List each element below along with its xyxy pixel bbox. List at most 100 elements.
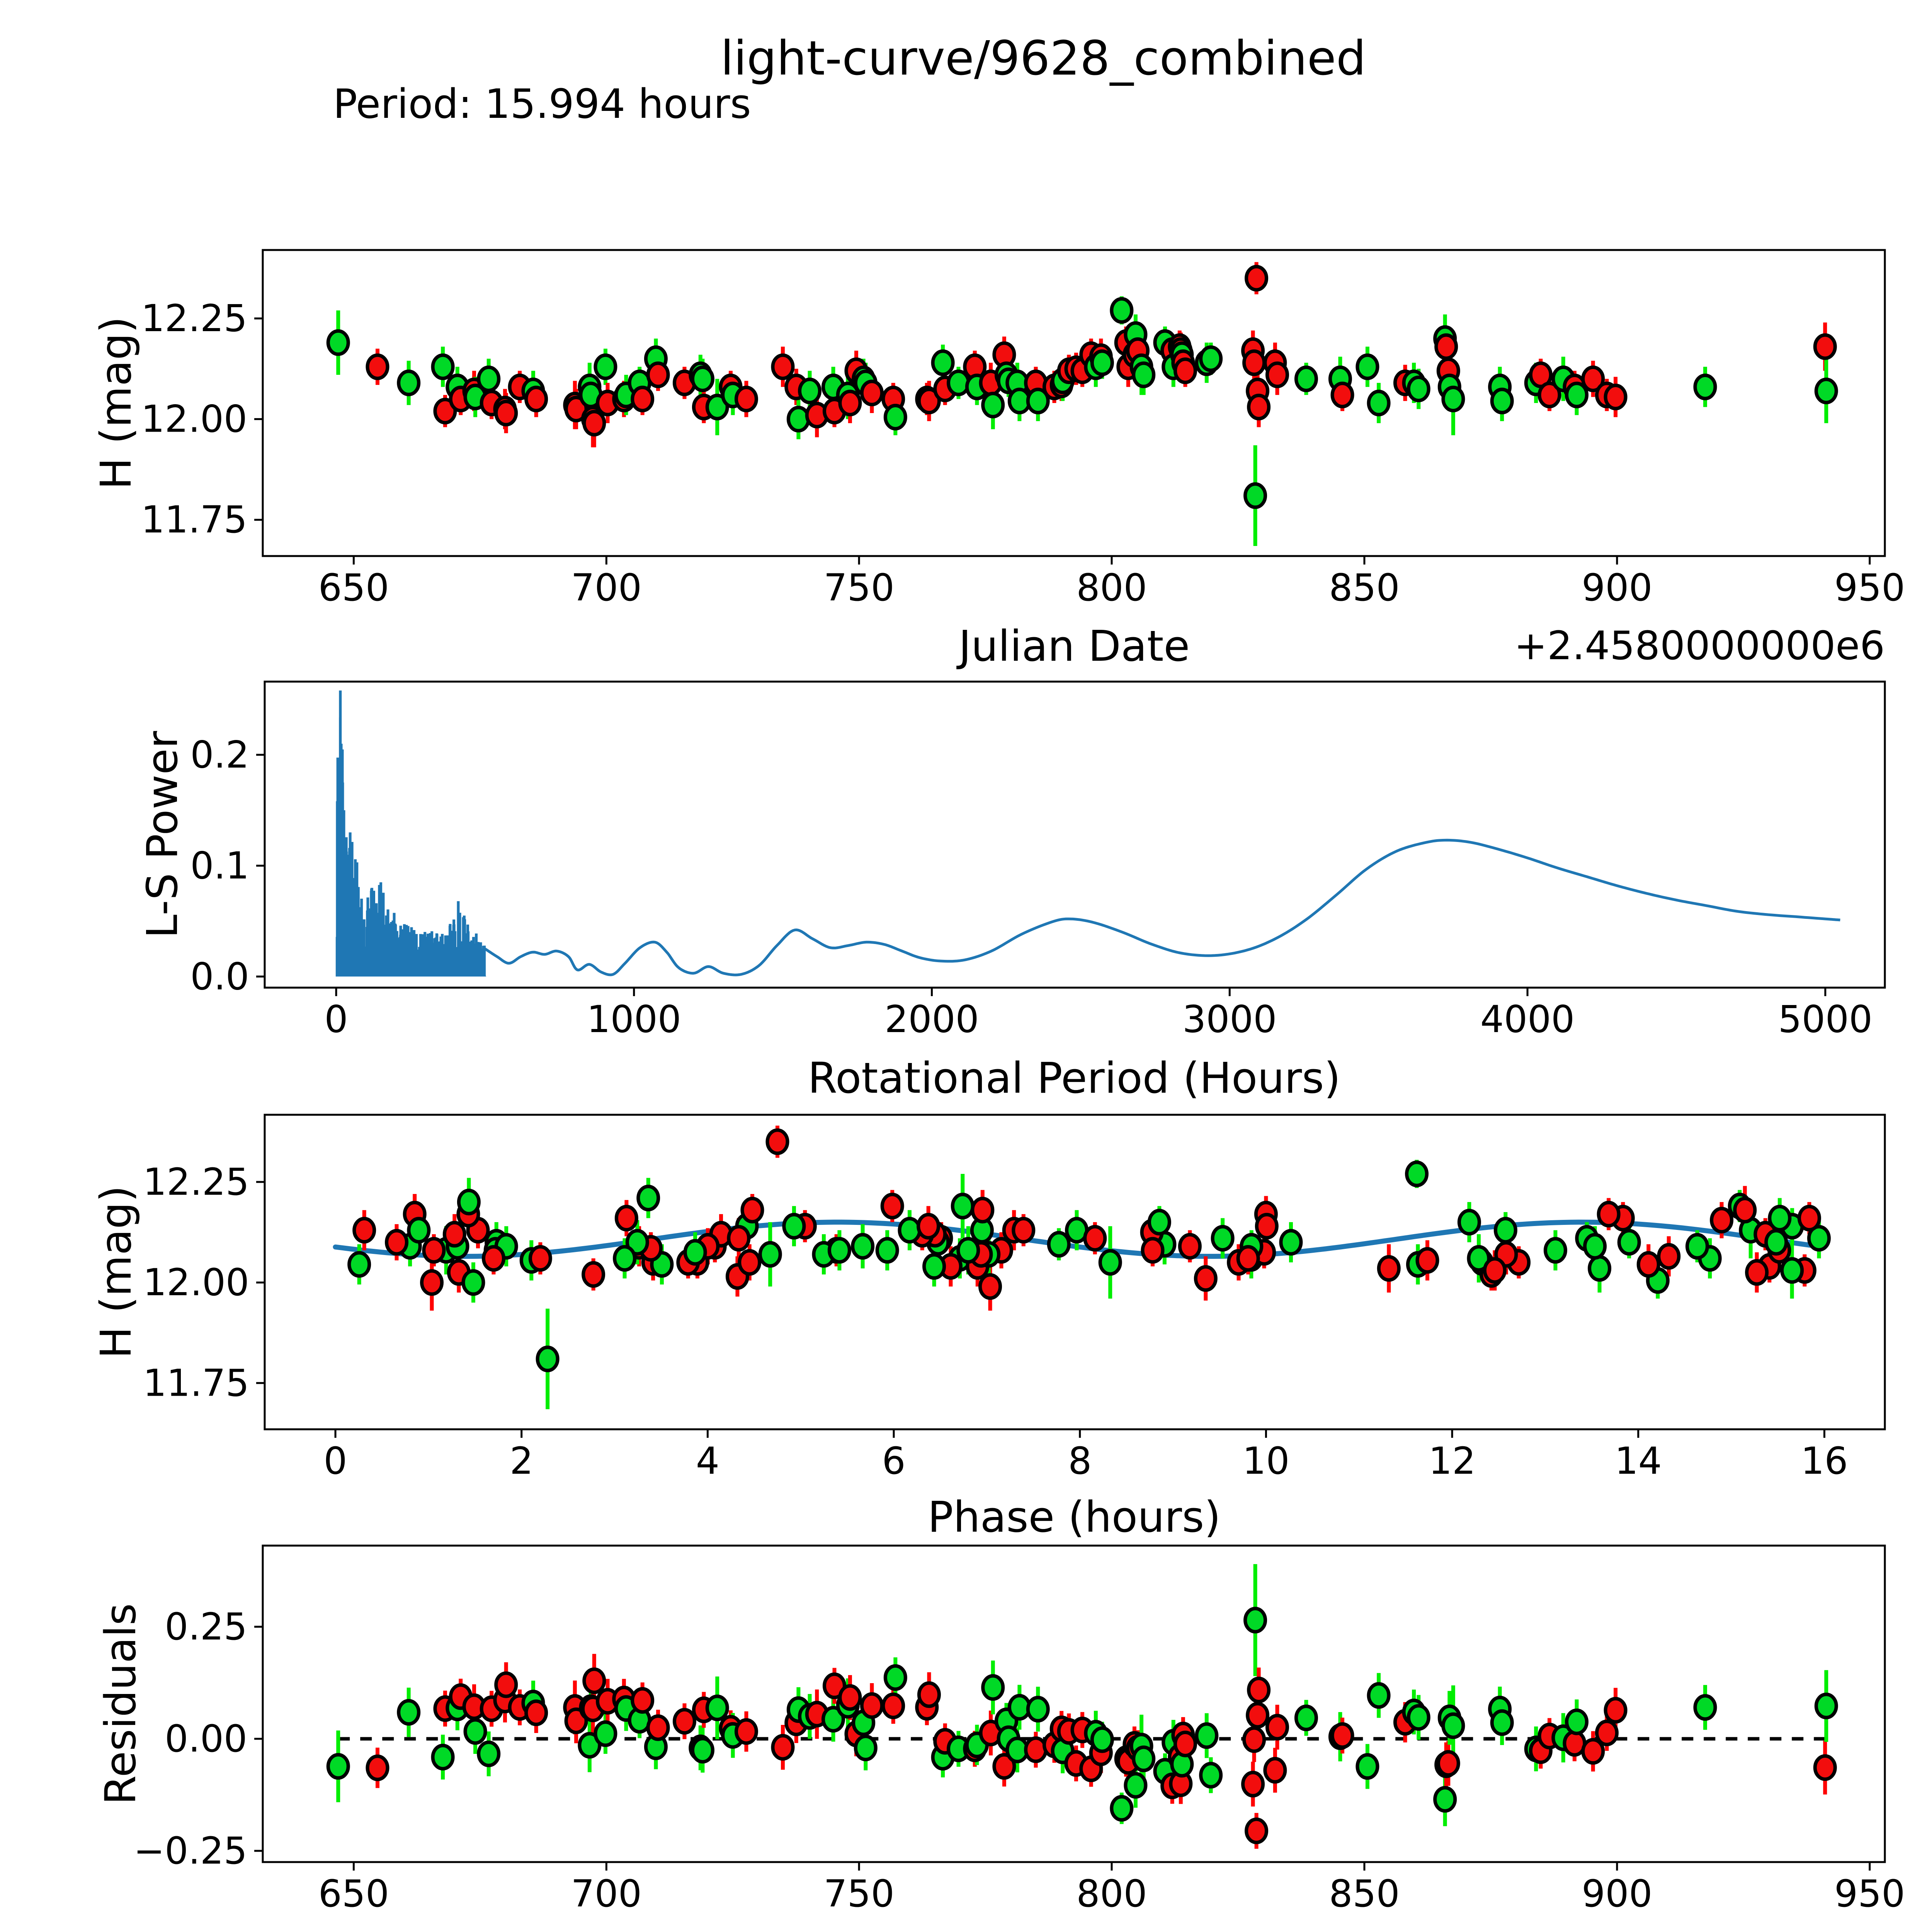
data-point: [477, 1740, 501, 1767]
y-tick-label: 0.2: [190, 733, 249, 776]
data-point: [1490, 1709, 1514, 1736]
data-point: [898, 1217, 922, 1244]
data-point: [860, 1692, 884, 1719]
x-tick-label: 850: [1329, 1872, 1400, 1915]
data-point: [1457, 1209, 1481, 1236]
x-tick-label: 950: [1834, 566, 1905, 609]
data-point: [1433, 1786, 1457, 1813]
axes-spines: [262, 249, 1886, 557]
data-point: [1581, 365, 1605, 392]
data-point: [1693, 1694, 1717, 1721]
data-point: [1265, 1714, 1289, 1741]
data-point: [407, 1217, 431, 1244]
data-point: [536, 1345, 560, 1372]
x-tick-label: 800: [1076, 1872, 1147, 1915]
data-point: [433, 398, 457, 425]
data-point: [734, 386, 758, 413]
data-point: [431, 353, 455, 380]
data-point: [1098, 1249, 1122, 1276]
y-tick-label: 11.75: [141, 498, 247, 541]
data-point: [1807, 1225, 1831, 1252]
axes-spines: [262, 1544, 1886, 1863]
data-point: [981, 1674, 1005, 1701]
data-point: [765, 1128, 789, 1155]
y-tick-label: 0.0: [190, 955, 249, 998]
data-point: [1147, 1209, 1171, 1236]
data-point: [326, 1753, 350, 1780]
data-point: [1604, 1697, 1628, 1724]
data-point: [734, 1718, 758, 1745]
axes-spines: [264, 680, 1886, 989]
x-tick-label: 5000: [1778, 998, 1872, 1041]
data-point: [494, 400, 518, 427]
axis-label-julian-date-top: Julian Date: [958, 621, 1190, 671]
data-point: [740, 1197, 764, 1224]
data-point: [347, 1251, 371, 1278]
data-point: [1636, 1251, 1660, 1278]
data-point: [1377, 1255, 1401, 1282]
data-point: [1242, 349, 1266, 376]
data-point: [1263, 1757, 1287, 1784]
data-point: [385, 1229, 409, 1256]
data-point: [672, 1708, 696, 1735]
data-point: [875, 1237, 899, 1264]
data-point: [1436, 1750, 1460, 1777]
data-point: [582, 1261, 605, 1288]
x-tick-label: 1000: [587, 998, 681, 1041]
data-point: [1355, 1753, 1379, 1780]
data-point: [631, 1687, 655, 1714]
data-point: [956, 1237, 980, 1264]
data-point: [646, 361, 670, 388]
data-point: [1764, 1229, 1788, 1256]
y-tick-label: 12.00: [141, 398, 247, 441]
data-point: [838, 389, 862, 417]
x-tick-label: 700: [571, 1872, 642, 1915]
data-point: [782, 1213, 806, 1240]
data-point: [1090, 349, 1114, 376]
data-point: [1483, 1257, 1507, 1284]
data-point: [838, 1684, 862, 1711]
panel-residuals: 650 700 750 800 850 900 950 −0.25 0.00 0.25: [134, 1544, 1905, 1915]
data-point: [738, 1249, 762, 1276]
data-point: [1565, 1708, 1589, 1735]
data-point: [1490, 388, 1514, 415]
x-tick-label: 12: [1429, 1439, 1476, 1483]
data-point: [625, 1229, 649, 1256]
data-point: [1595, 1719, 1619, 1747]
fit-curve: [333, 1219, 1827, 1259]
data-point: [594, 353, 617, 380]
data-point: [917, 388, 941, 415]
data-point: [981, 391, 1005, 418]
data-point: [1434, 333, 1458, 360]
data-point: [477, 365, 501, 392]
data-point: [1294, 1704, 1318, 1731]
data-point: [727, 1225, 751, 1252]
data-point: [1406, 1704, 1430, 1731]
data-point: [613, 1245, 637, 1272]
y-tick-label: 0.00: [165, 1717, 247, 1760]
axis-offset-text-bottom: +2.4580000000e6: [1514, 1928, 1885, 1932]
x-tick-label: 16: [1801, 1439, 1848, 1483]
period-annotation: Period: 15.994 hours: [333, 80, 751, 128]
x-tick-label: 8: [1068, 1439, 1092, 1483]
x-tick-label: 650: [318, 1872, 389, 1915]
data-point: [1813, 333, 1837, 360]
data-point: [420, 1269, 444, 1296]
data-point: [1026, 1696, 1050, 1723]
data-point: [1141, 1237, 1165, 1264]
data-point: [951, 1192, 975, 1219]
data-point: [1083, 1225, 1107, 1252]
data-point: [1132, 361, 1156, 388]
data-point: [1814, 378, 1838, 405]
x-tick-label: 900: [1582, 566, 1652, 609]
data-point: [1583, 1233, 1607, 1260]
data-point: [528, 1245, 552, 1272]
data-point: [1247, 1677, 1271, 1704]
x-tick-label: 0: [323, 1439, 347, 1483]
data-point: [1405, 1160, 1429, 1187]
data-point: [1026, 388, 1050, 415]
data-point: [461, 1269, 485, 1296]
y-tick-label: 0.1: [190, 844, 249, 887]
x-tick-label: 14: [1615, 1439, 1662, 1483]
